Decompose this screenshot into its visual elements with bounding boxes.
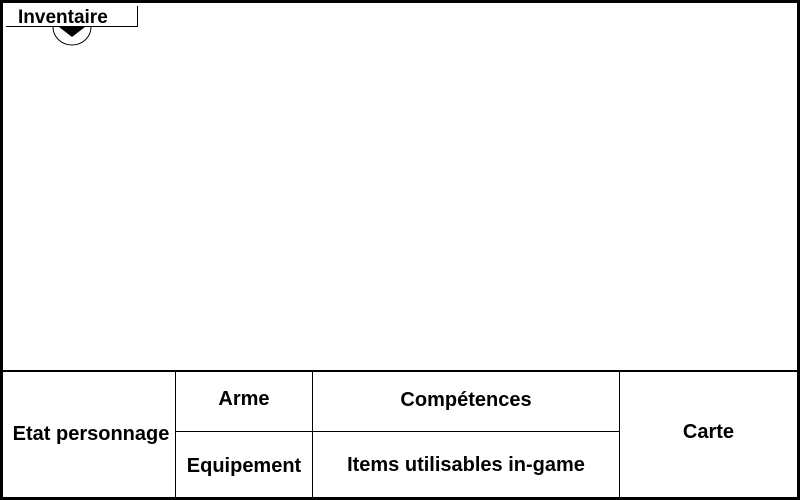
chevron-down-icon[interactable] [52, 26, 92, 46]
map-button[interactable]: Carte [682, 421, 735, 443]
inventory-tab[interactable]: Inventaire [6, 6, 138, 28]
skills-button[interactable]: Compétences [400, 389, 532, 411]
divider-weapon-skills [312, 371, 313, 497]
bottom-panel-top-border [3, 370, 797, 372]
equipment-button[interactable]: Equipement [186, 455, 302, 477]
usable-items-button[interactable]: Items utilisables in-game [347, 454, 585, 476]
character-state-button[interactable]: Etat personnage [12, 423, 170, 445]
divider-character-state [175, 371, 176, 497]
divider-skills-map [619, 371, 620, 497]
weapon-button[interactable]: Arme [218, 388, 270, 410]
divider-middle-row [175, 431, 620, 432]
inventory-tab-label: Inventaire [18, 7, 108, 28]
